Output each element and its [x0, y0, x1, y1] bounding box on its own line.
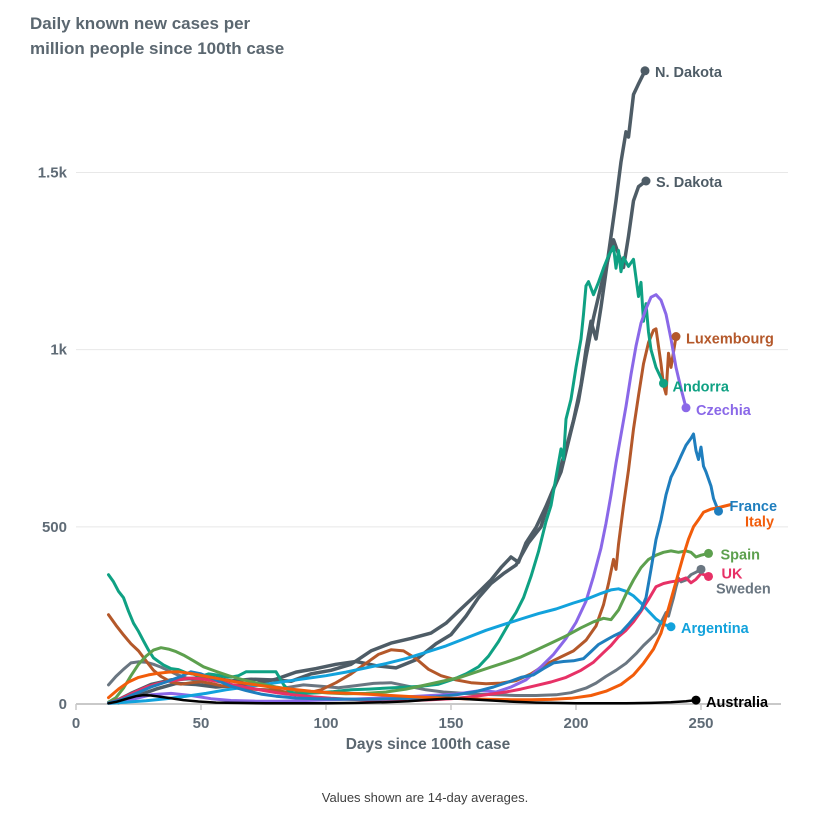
- dot-australia: [691, 695, 701, 705]
- dot-uk: [704, 571, 713, 581]
- dot-spain: [704, 548, 713, 558]
- line-chart: 0 500 1k 1.5k 0 50 100 150 200 250 Sweden S. Dakota…: [38, 65, 788, 732]
- y-tick-label-0: 0: [59, 696, 67, 713]
- line-france: [107, 432, 720, 705]
- label-france: France: [730, 499, 778, 515]
- chart-title-line2: million people since 100th case: [30, 39, 285, 58]
- label-andorra: Andorra: [673, 379, 730, 395]
- line-luxembourg: [107, 327, 678, 695]
- label-uk: UK: [722, 566, 743, 582]
- dot-argentina: [666, 622, 676, 632]
- dot-czechia: [681, 403, 691, 413]
- label-north_dakota: N. Dakota: [655, 65, 723, 81]
- line-andorra: [107, 245, 665, 696]
- y-tick-label-500: 500: [42, 519, 67, 536]
- line-australia: [107, 693, 698, 705]
- label-sweden: Sweden: [716, 581, 771, 597]
- line-spain: [107, 549, 710, 704]
- y-tick-label-1.5k: 1.5k: [38, 165, 68, 182]
- label-italy: Italy: [745, 515, 774, 531]
- label-spain: Spain: [721, 547, 760, 563]
- line-italy: [107, 503, 733, 702]
- x-tick-label-50: 50: [193, 715, 210, 732]
- dot-luxembourg: [671, 332, 681, 342]
- line-north_dakota: [111, 69, 647, 704]
- x-tick-label-0: 0: [72, 715, 80, 732]
- dot-south_dakota: [641, 176, 651, 186]
- dot-andorra: [659, 378, 668, 388]
- footnote: Values shown are 14-day averages.: [321, 790, 529, 805]
- line-czechia: [109, 293, 688, 705]
- label-argentina: Argentina: [681, 621, 750, 637]
- chart-title: Daily known new cases per million people…: [30, 11, 284, 61]
- dot-north_dakota: [640, 66, 650, 76]
- x-tick-label-250: 250: [688, 715, 713, 732]
- chart-title-line1: Daily known new cases per: [30, 14, 251, 33]
- label-south_dakota: S. Dakota: [656, 175, 723, 191]
- label-luxembourg: Luxembourg: [686, 332, 774, 348]
- y-tick-label-1k: 1k: [50, 342, 67, 359]
- dot-france: [714, 506, 723, 516]
- x-tick-label-200: 200: [563, 715, 588, 732]
- label-australia: Australia: [706, 695, 769, 711]
- label-czechia: Czechia: [696, 403, 752, 419]
- x-axis-title: Days since 100th case: [345, 736, 511, 753]
- x-tick-label-100: 100: [313, 715, 338, 732]
- x-tick-label-150: 150: [438, 715, 463, 732]
- dot-sweden: [696, 564, 706, 574]
